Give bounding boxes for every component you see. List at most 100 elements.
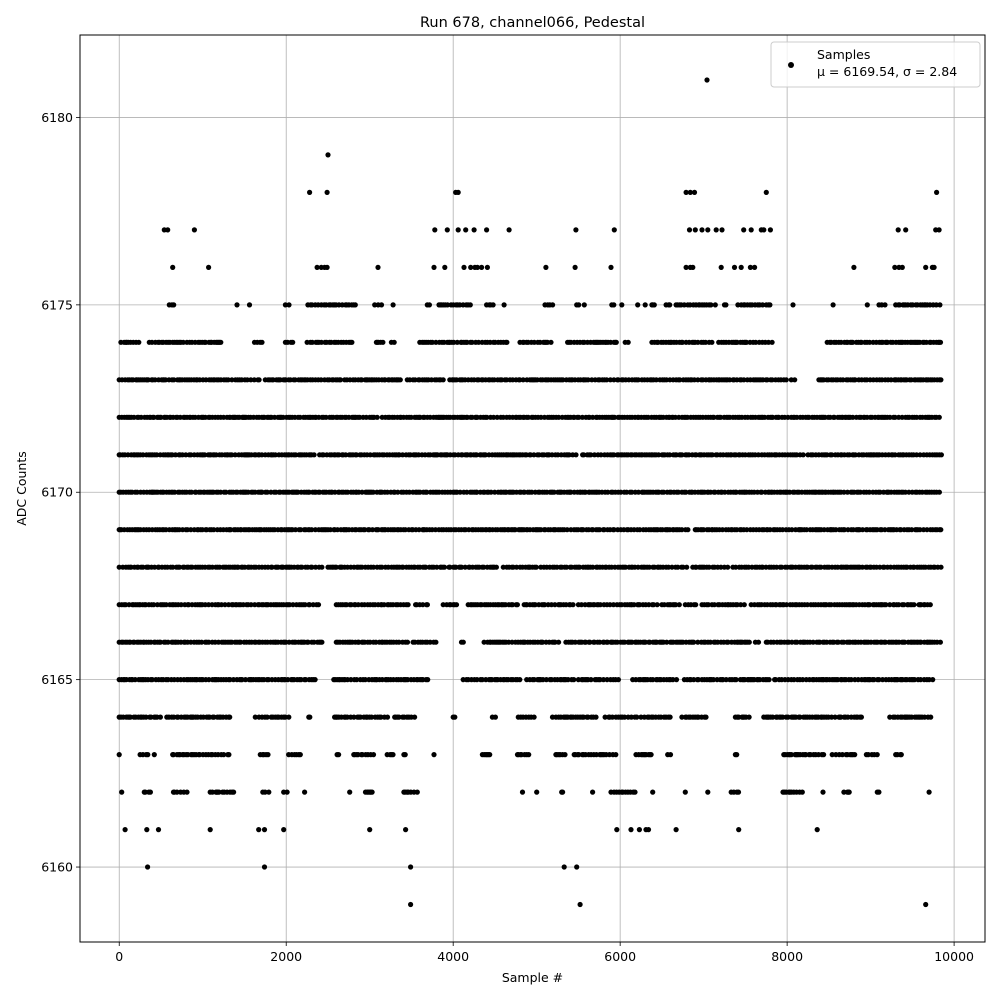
data-point [882, 302, 888, 308]
data-point [597, 527, 603, 533]
data-point [442, 264, 448, 270]
data-point [636, 827, 643, 833]
data-point [144, 827, 150, 833]
data-point [324, 189, 330, 195]
data-point [261, 827, 268, 833]
data-point [218, 339, 224, 345]
data-point [367, 827, 373, 833]
data-point [876, 677, 882, 683]
data-point [170, 264, 176, 270]
data-point [887, 602, 893, 608]
data-point [598, 452, 604, 458]
data-point [390, 302, 396, 308]
data-point [709, 452, 715, 458]
data-point [375, 264, 381, 270]
data-point [691, 189, 698, 195]
data-point [390, 752, 396, 758]
data-point [440, 377, 446, 383]
data-point [305, 639, 311, 645]
data-point [651, 302, 657, 308]
data-point [531, 452, 537, 458]
data-point [611, 302, 617, 308]
data-point [347, 789, 353, 795]
data-point [820, 789, 826, 795]
data-point [814, 827, 820, 833]
data-point [937, 639, 944, 645]
data-point [309, 564, 315, 570]
data-point [504, 339, 510, 345]
data-point [337, 377, 344, 383]
y-axis-label: ADC Counts [14, 451, 29, 526]
x-tick-label: 8000 [771, 949, 803, 964]
x-axis-ticks: 0 2000 4000 6000 8000 10000 [115, 942, 974, 964]
data-point [520, 377, 526, 383]
data-point [487, 752, 493, 758]
data-point [281, 827, 287, 833]
data-point [725, 564, 731, 570]
data-point [262, 789, 268, 795]
data-point [469, 339, 475, 345]
data-point [635, 377, 641, 383]
data-point [302, 602, 308, 608]
data-point [165, 227, 171, 233]
data-point [467, 302, 473, 308]
data-point [936, 227, 942, 233]
data-point [653, 377, 659, 383]
data-point [799, 789, 805, 795]
data-point [679, 527, 685, 533]
data-point [612, 414, 618, 420]
data-point [155, 827, 162, 833]
data-point [602, 714, 608, 720]
data-point [760, 302, 766, 308]
data-point [719, 227, 725, 233]
data-point [788, 752, 795, 758]
data-point [667, 302, 673, 308]
data-point [282, 302, 288, 308]
data-point [311, 452, 317, 458]
data-point [625, 339, 631, 345]
data-point [147, 789, 153, 795]
legend-entry-stats: μ = 6169.54, σ = 2.84 [817, 64, 957, 79]
data-point [354, 677, 360, 683]
data-point [397, 377, 403, 383]
data-point [170, 564, 176, 570]
data-point [597, 602, 604, 608]
data-point [384, 714, 391, 720]
data-point [667, 752, 674, 758]
data-point [501, 302, 507, 308]
data-point [898, 752, 904, 758]
data-point [453, 602, 460, 608]
data-point [171, 377, 177, 383]
x-tick-label: 10000 [934, 949, 974, 964]
data-point [769, 339, 775, 345]
data-point [733, 677, 739, 683]
data-point [226, 752, 232, 758]
data-point [692, 227, 698, 233]
data-point [403, 827, 409, 833]
data-point [119, 789, 125, 795]
data-point [251, 377, 257, 383]
legend-box [770, 41, 981, 88]
data-point [866, 489, 872, 495]
data-point [184, 789, 190, 795]
data-point [670, 677, 676, 683]
data-point [648, 752, 654, 758]
data-point [590, 564, 596, 570]
data-point [874, 752, 880, 758]
data-point [936, 414, 942, 420]
data-point [738, 602, 744, 608]
data-point [309, 527, 315, 533]
data-point [378, 302, 385, 308]
data-point [938, 452, 945, 458]
data-point [892, 452, 898, 458]
data-point [850, 414, 856, 420]
data-point [369, 714, 375, 720]
data-point [297, 752, 303, 758]
data-point [221, 752, 227, 758]
data-point [493, 564, 499, 570]
data-point [454, 339, 460, 345]
data-point [810, 639, 816, 645]
data-point [265, 752, 271, 758]
data-point [938, 564, 944, 570]
data-point [302, 789, 308, 795]
